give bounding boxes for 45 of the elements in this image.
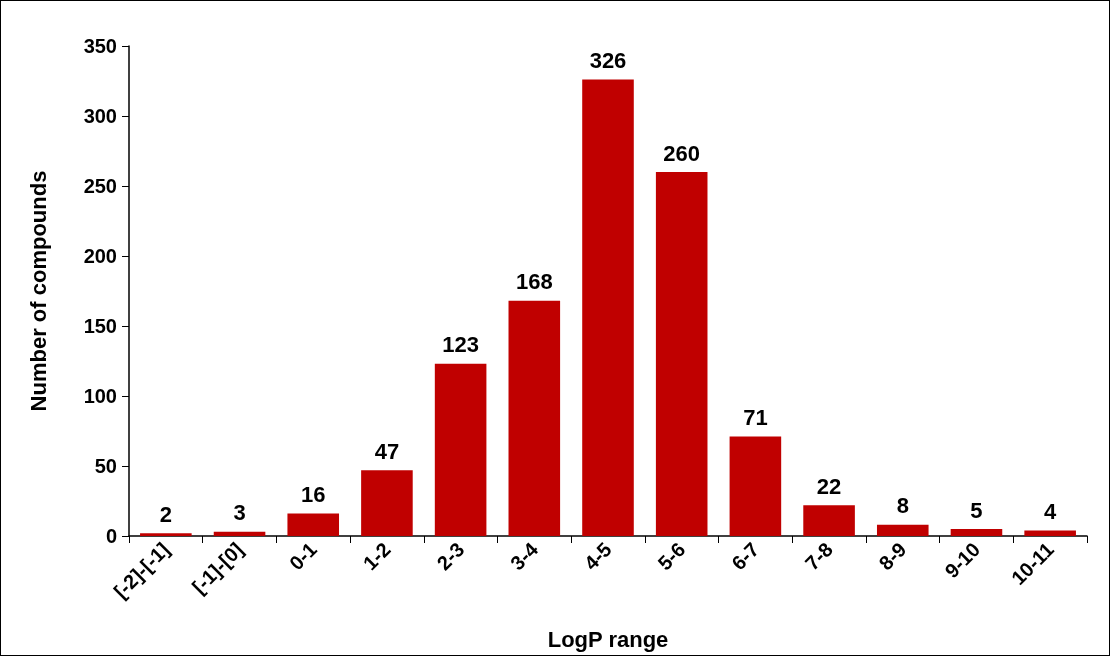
data-label: 47 bbox=[374, 438, 400, 464]
data-label: 260 bbox=[663, 140, 701, 166]
x-tick-label: 4-5 bbox=[579, 538, 616, 575]
bar bbox=[950, 529, 1003, 536]
y-tick-label: 300 bbox=[83, 105, 117, 127]
data-label: 4 bbox=[1044, 498, 1058, 524]
bar bbox=[287, 513, 340, 536]
x-tick-label: 5-6 bbox=[653, 538, 690, 575]
y-tick-label: 0 bbox=[105, 525, 117, 547]
data-label: 71 bbox=[743, 405, 768, 431]
bar bbox=[213, 531, 266, 536]
bar bbox=[729, 436, 782, 536]
y-tick-label: 150 bbox=[83, 315, 117, 337]
x-tick-label: 0-1 bbox=[285, 538, 322, 575]
data-label: 5 bbox=[970, 497, 983, 523]
data-label: 326 bbox=[589, 48, 627, 74]
bar bbox=[361, 470, 413, 536]
x-tick-label: 2-3 bbox=[432, 538, 469, 575]
bar bbox=[140, 533, 192, 536]
bar bbox=[1024, 530, 1076, 536]
data-label: 22 bbox=[816, 473, 842, 499]
data-label: 168 bbox=[515, 269, 553, 295]
x-tick-label: 3-4 bbox=[506, 538, 543, 575]
x-tick-label: 6-7 bbox=[727, 538, 764, 575]
data-label: 16 bbox=[300, 482, 326, 508]
data-label: 3 bbox=[233, 500, 246, 526]
y-tick-label: 100 bbox=[83, 385, 117, 407]
y-tick-label: 200 bbox=[83, 245, 117, 267]
y-tick-label: 250 bbox=[83, 175, 117, 197]
y-axis-title: Number of compounds bbox=[25, 170, 51, 412]
data-label: 2 bbox=[159, 501, 172, 527]
bar bbox=[803, 505, 855, 536]
bar bbox=[582, 79, 634, 536]
data-label: 123 bbox=[442, 332, 479, 358]
bar bbox=[434, 363, 487, 536]
x-axis-title: LogP range bbox=[547, 626, 669, 652]
data-label: 8 bbox=[896, 493, 909, 519]
x-tick-label: 8-9 bbox=[874, 538, 911, 575]
x-tick-label: 7-8 bbox=[800, 538, 837, 575]
bar bbox=[508, 300, 561, 536]
y-tick-label: 350 bbox=[83, 35, 117, 57]
y-tick-label: 50 bbox=[94, 455, 117, 477]
bar bbox=[876, 524, 929, 536]
bar bbox=[655, 172, 708, 536]
x-tick-label: 1-2 bbox=[358, 538, 395, 575]
